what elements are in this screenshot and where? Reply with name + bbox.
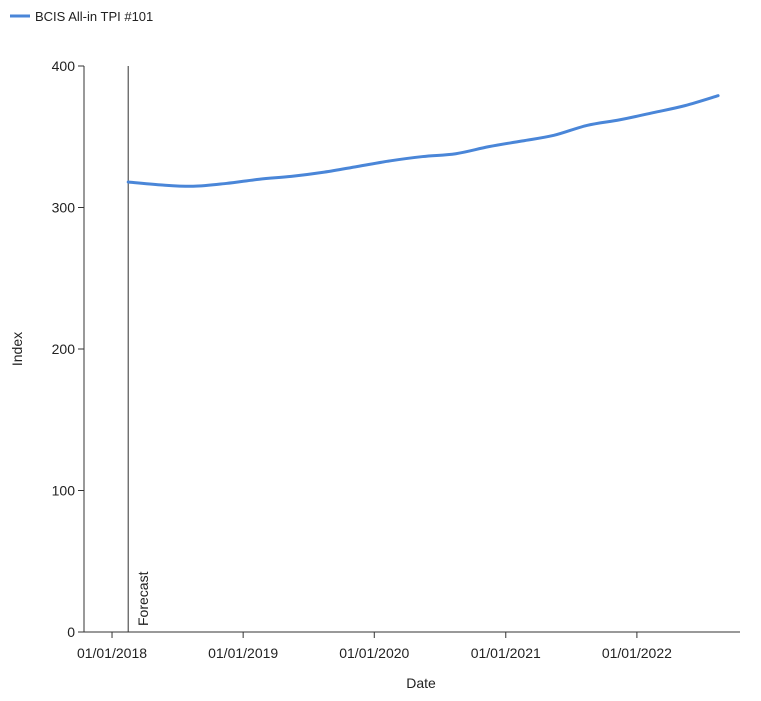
x-axis-title: Date xyxy=(406,675,436,691)
y-axis-title: Index xyxy=(9,332,25,366)
y-tick-label: 100 xyxy=(52,483,76,499)
x-tick-label: 01/01/2022 xyxy=(602,645,672,661)
annotations: Forecast xyxy=(128,66,151,632)
y-tick-label: 400 xyxy=(52,58,76,74)
forecast-label: Forecast xyxy=(135,571,151,626)
x-tick-label: 01/01/2020 xyxy=(339,645,409,661)
x-tick-label: 01/01/2021 xyxy=(471,645,541,661)
legend: BCIS All-in TPI #101 xyxy=(10,9,153,24)
x-ticks: 01/01/2018 01/01/2019 01/01/2020 01/01/2021… xyxy=(77,632,672,661)
x-tick-label: 01/01/2019 xyxy=(208,645,278,661)
y-tick-label: 200 xyxy=(52,341,76,357)
y-tick-label: 0 xyxy=(67,624,75,640)
y-ticks: 0 100 200 300 400 xyxy=(52,58,84,640)
series-group xyxy=(128,96,718,187)
legend-label: BCIS All-in TPI #101 xyxy=(35,9,153,24)
axes xyxy=(84,66,740,632)
series-line xyxy=(128,96,718,187)
x-tick-label: 01/01/2018 xyxy=(77,645,147,661)
y-tick-label: 300 xyxy=(52,200,76,216)
